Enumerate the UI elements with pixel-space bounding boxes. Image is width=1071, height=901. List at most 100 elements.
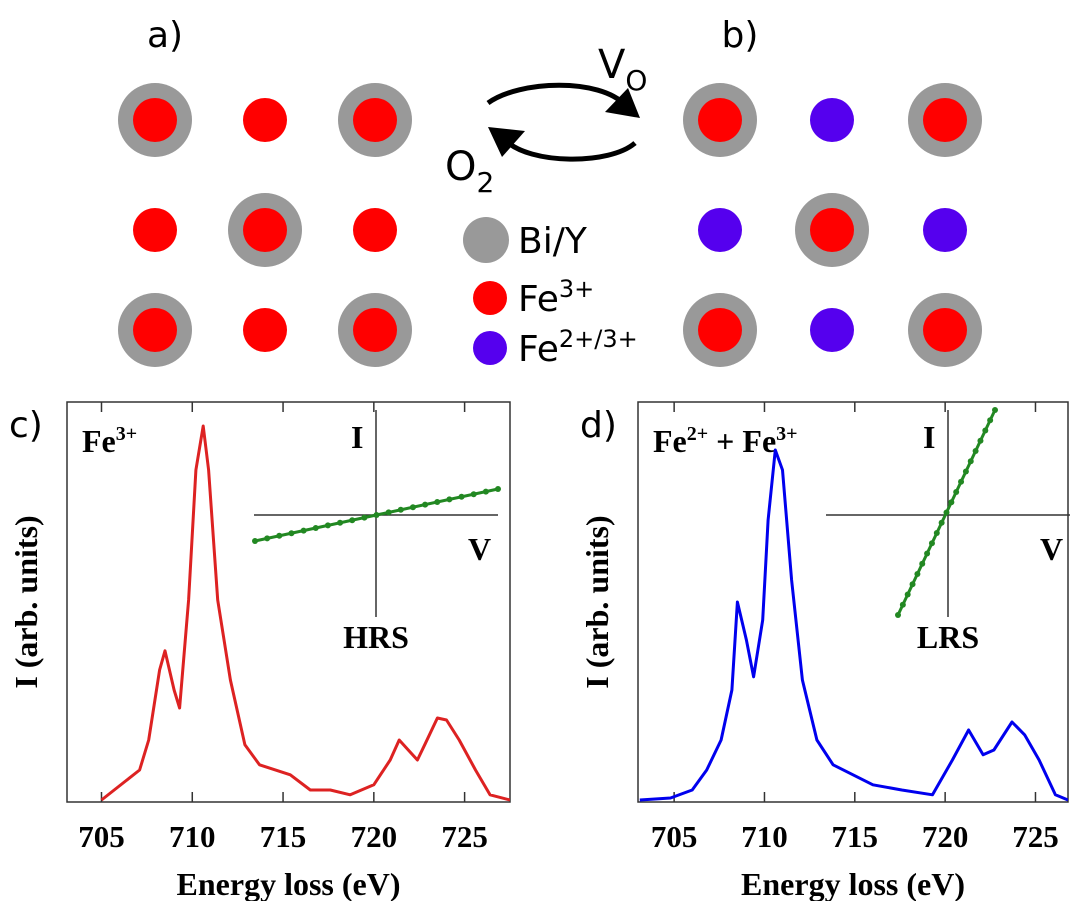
fe-site	[133, 208, 177, 252]
iv-point	[446, 496, 453, 503]
iv-point	[385, 509, 392, 516]
iv-point	[397, 506, 404, 513]
x-tick-label: 710	[169, 819, 216, 854]
legend-label: Fe2+/3+	[518, 325, 638, 370]
arrow	[486, 82, 627, 107]
iv-point	[495, 486, 501, 492]
panel-label: d)	[580, 405, 617, 446]
iv-point	[958, 478, 965, 485]
superscript: 2+/3+	[559, 325, 638, 353]
fe-site	[923, 98, 967, 142]
iv-point	[938, 519, 945, 526]
superscript: 3+	[776, 423, 797, 445]
iv-point	[373, 512, 380, 518]
x-tick-label: 720	[351, 819, 398, 854]
iv-point	[943, 509, 950, 516]
fe-site	[133, 308, 177, 352]
legend-swatch	[473, 281, 507, 315]
legend-label: Fe3+	[518, 275, 594, 320]
iv-point	[434, 499, 441, 505]
x-tick-label: 725	[441, 819, 488, 854]
iv-point	[953, 489, 960, 495]
fe-site	[810, 98, 854, 142]
x-tick-label: 705	[78, 819, 125, 854]
iv-point	[904, 591, 911, 598]
fe-site	[243, 98, 287, 142]
iv-point	[361, 514, 368, 521]
superscript: 3+	[559, 275, 594, 303]
annotation: Fe3+	[82, 423, 137, 459]
fe-site	[923, 308, 967, 352]
x-tick-label: 705	[651, 819, 698, 854]
iv-point	[312, 525, 319, 531]
label: O	[445, 144, 476, 190]
inset-x-label: V	[468, 531, 491, 567]
legend-swatch	[473, 331, 507, 365]
fe-site	[243, 208, 287, 252]
arrow	[503, 138, 637, 162]
iv-point	[962, 468, 969, 475]
iv-point	[895, 612, 901, 618]
fe-site	[353, 208, 397, 252]
iv-point	[276, 532, 283, 539]
y-axis-label: I (arb. units)	[579, 515, 615, 688]
legend-swatch	[463, 217, 509, 263]
panel-label: b)	[722, 15, 759, 56]
x-tick-label: 715	[832, 819, 879, 854]
fe-site	[243, 308, 287, 352]
iv-point	[288, 530, 295, 537]
inset-x-label: V	[1040, 531, 1063, 567]
x-axis-label: Energy loss (eV)	[177, 866, 401, 901]
chart: 705 710 715 720 725 Energy loss (eV) I (arb. u…	[8, 401, 511, 901]
fe-site	[810, 208, 854, 252]
fe-site	[353, 98, 397, 142]
legend-label: Bi/Y	[518, 221, 588, 262]
iv-point	[470, 491, 477, 498]
inset-y-label: I	[351, 419, 363, 455]
plot-frame	[66, 401, 511, 803]
iv-point	[977, 437, 984, 444]
iv-point	[992, 407, 998, 413]
iv-point	[409, 504, 416, 511]
subscript: O	[625, 64, 647, 97]
iv-point	[909, 581, 916, 588]
x-tick-label: 720	[922, 819, 969, 854]
fe-site	[810, 308, 854, 352]
x-tick-label: 715	[260, 819, 307, 854]
fe-site	[698, 208, 742, 252]
x-tick-label: 725	[1012, 819, 1059, 854]
label: Fe	[653, 423, 687, 459]
iv-point	[349, 517, 356, 524]
iv-point	[919, 560, 926, 567]
lattice	[118, 83, 982, 367]
spectrum-line	[639, 448, 1068, 802]
spectrum-line	[100, 424, 510, 802]
charts: 705 710 715 720 725 Energy loss (eV) I (arb. u…	[8, 401, 1070, 901]
vacancy-label: VO	[598, 42, 647, 97]
label: Fe	[518, 329, 559, 370]
inset-state: LRS	[917, 619, 979, 655]
label: Fe	[82, 423, 116, 459]
iv-point	[924, 550, 931, 557]
oxygen-label: O2	[445, 144, 494, 199]
arrow-head	[605, 88, 640, 118]
superscript: 3+	[116, 423, 137, 445]
y-axis-label: I (arb. units)	[8, 515, 44, 688]
label: Fe	[742, 423, 776, 459]
x-axis-label: Energy loss (eV)	[741, 866, 965, 901]
iv-point	[337, 519, 344, 526]
iv-point	[264, 535, 271, 542]
label: Fe	[518, 279, 559, 320]
arrow-head	[488, 127, 525, 157]
inset-y-label: I	[923, 419, 935, 455]
iv-point	[482, 488, 489, 495]
label: +	[708, 423, 742, 459]
iv-point	[899, 601, 906, 608]
iv-point	[948, 499, 955, 506]
iv-point	[422, 501, 429, 508]
fe-site	[698, 98, 742, 142]
iv-point	[914, 571, 921, 577]
iv-point	[982, 427, 989, 434]
